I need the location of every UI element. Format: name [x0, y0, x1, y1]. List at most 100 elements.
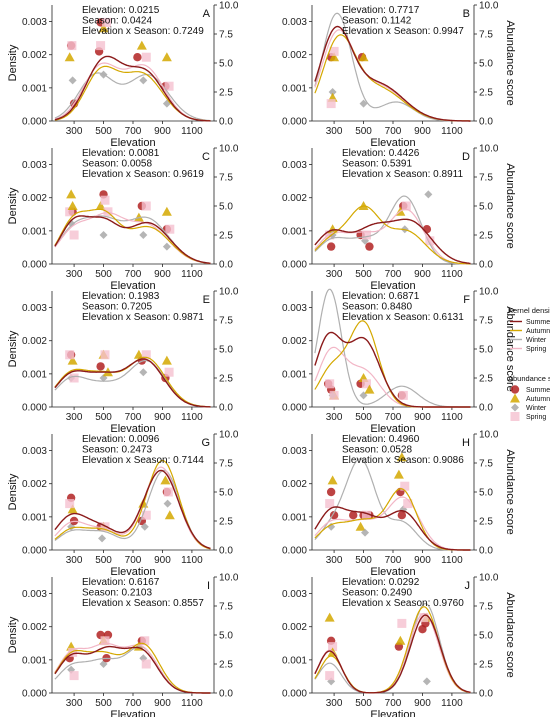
x-axis-label: Elevation — [370, 566, 415, 578]
y-tick-label-right: 2.5 — [479, 231, 493, 242]
density-curve-winter — [314, 195, 471, 265]
stat-line: Elevation x Season: 0.9760 — [342, 598, 464, 609]
x-axis-label: Elevation — [110, 137, 155, 149]
point-spring — [100, 195, 110, 205]
point-spring — [141, 350, 151, 360]
density-curve-winter — [314, 458, 471, 551]
stat-line: Elevation x Season: 0.8911 — [342, 169, 463, 180]
y-tick-label-left: 0.001 — [282, 83, 307, 94]
panel-b: 0.000 0.001 0.002 0.003 0.0 2.5 5.0 7.5 10.0 300 5… — [282, 1, 516, 150]
y-tick-label-left: 0.000 — [282, 546, 307, 557]
stat-line: Elevation x Season: 0.9086 — [342, 455, 464, 466]
density-curve-autumn — [54, 642, 211, 694]
y-tick-label-right: 0.0 — [479, 689, 493, 700]
point-winter — [359, 99, 368, 108]
panel-letter: B — [463, 8, 470, 20]
point-autumn — [355, 521, 366, 531]
point-summer — [326, 242, 336, 251]
y-tick-label-left: 0.002 — [282, 193, 307, 204]
points-layer — [65, 630, 151, 681]
x-axis-label: Elevation — [370, 280, 415, 292]
point-spring — [329, 390, 339, 400]
y-tick-label-right: 5.0 — [479, 488, 493, 499]
points-layer — [65, 349, 174, 383]
y-tick-label-right: 10.0 — [219, 287, 239, 298]
y-tick-label-right: 5.0 — [479, 59, 493, 70]
y-tick-label-left: 0.002 — [22, 193, 47, 204]
y-tick-label-left: 0.003 — [282, 160, 307, 171]
density-curve-summer — [314, 331, 471, 408]
x-tick-label: 900 — [414, 412, 431, 423]
y-tick-label-left: 0.000 — [282, 117, 307, 128]
y-tick-label-left: 0.002 — [282, 479, 307, 490]
y-tick-label-left: 0.000 — [282, 260, 307, 271]
y-tick-label-right: 10.0 — [479, 573, 499, 584]
stat-line: Elevation: 0.0292 — [342, 577, 420, 588]
point-autumn — [393, 469, 404, 479]
x-tick-label: 900 — [414, 126, 431, 137]
points-layer — [326, 46, 369, 109]
stat-line: Elevation: 0.0215 — [82, 5, 160, 16]
y-axis-label-left: Density — [7, 330, 19, 367]
point-autumn — [161, 355, 172, 365]
point-winter — [68, 76, 77, 85]
x-tick-label: 500 — [95, 555, 112, 566]
point-autumn — [66, 189, 77, 199]
point-spring — [419, 613, 429, 623]
point-winter — [511, 403, 519, 412]
x-tick-label: 900 — [154, 126, 171, 137]
y-tick-label-right: 0.0 — [479, 546, 493, 557]
stat-line: Elevation x Season: 0.6131 — [342, 312, 464, 323]
y-tick-label-right: 5.0 — [219, 345, 233, 356]
point-summer — [326, 487, 336, 497]
y-tick-label-right: 5.0 — [479, 631, 493, 642]
point-winter — [98, 534, 107, 543]
x-tick-label: 700 — [385, 555, 402, 566]
y-tick-label-right: 10.0 — [219, 430, 239, 441]
panel-e: 0.000 0.001 0.002 0.003 0.0 2.5 5.0 7.5 10.0 300 5… — [7, 287, 239, 436]
density-curve-summer — [54, 469, 211, 550]
point-spring — [101, 17, 111, 27]
y-axis-label-left: Density — [7, 187, 19, 224]
legend-label: Autumn — [526, 328, 550, 335]
y-tick-label-right: 7.5 — [219, 459, 233, 470]
density-curve-summer — [54, 215, 211, 264]
legend-label: Winter — [526, 337, 547, 344]
x-tick-label: 700 — [125, 698, 142, 709]
panel-letter: A — [203, 8, 211, 20]
y-tick-label-right: 7.5 — [479, 30, 493, 41]
panel-j: 0.000 0.001 0.002 0.003 0.0 2.5 5.0 7.5 10.0 300 5… — [282, 573, 516, 717]
point-autumn — [136, 40, 147, 50]
x-tick-label: 900 — [414, 698, 431, 709]
point-spring — [67, 41, 77, 51]
stat-line: Elevation x Season: 0.7144 — [82, 455, 204, 466]
x-tick-label: 900 — [154, 698, 171, 709]
stat-line: Season: 0.2490 — [342, 588, 412, 599]
y-tick-label-right: 5.0 — [219, 59, 233, 70]
y-tick-label-left: 0.000 — [282, 403, 307, 414]
x-tick-label: 1100 — [441, 126, 463, 137]
density-curve-autumn — [54, 459, 211, 550]
stat-line: Elevation: 0.6167 — [82, 577, 160, 588]
stat-line: Elevation: 0.4960 — [342, 434, 420, 445]
point-winter — [140, 522, 149, 531]
point-summer — [349, 511, 358, 520]
x-tick-label: 300 — [326, 555, 343, 566]
density-curve-spring — [54, 466, 211, 550]
x-tick-label: 500 — [355, 555, 372, 566]
x-tick-label: 1100 — [181, 126, 203, 137]
point-autumn — [364, 384, 375, 394]
point-spring — [361, 510, 371, 520]
y-tick-label-right: 7.5 — [219, 602, 233, 613]
panel-a: 0.000 0.001 0.002 0.003 0.0 2.5 5.0 7.5 10.0 300 5… — [7, 1, 239, 150]
stat-line: Season: 0.5391 — [342, 159, 412, 170]
y-axis-label-right: Abundance score — [504, 20, 516, 106]
point-autumn — [395, 635, 406, 645]
density-curve-summer — [54, 645, 211, 694]
point-winter — [139, 368, 148, 377]
x-tick-label: 900 — [154, 555, 171, 566]
y-tick-label-right: 10.0 — [479, 430, 499, 441]
y-tick-label-left: 0.003 — [22, 303, 47, 314]
y-tick-label-right: 0.0 — [219, 260, 233, 271]
point-spring — [398, 390, 408, 400]
